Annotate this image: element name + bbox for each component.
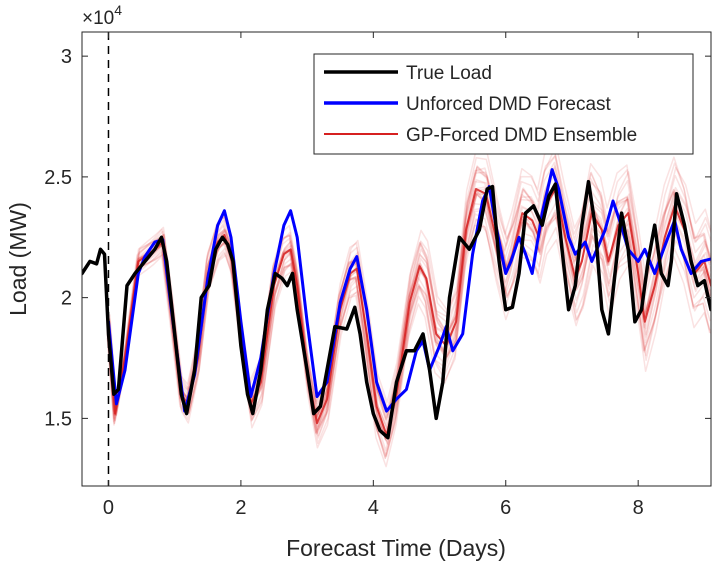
x-tick-label: 4 <box>368 497 379 519</box>
y-axis-ticks: 1.5 2 2.5 3 <box>44 46 711 430</box>
y-tick-label: 2.5 <box>44 167 72 189</box>
axes-box <box>81 31 712 487</box>
x-axis-ticks: 0 2 4 6 8 <box>103 32 644 519</box>
x-axis-label: Forecast Time (Days) <box>286 535 506 561</box>
y-tick-label: 3 <box>61 46 72 68</box>
ensemble-member-line <box>108 179 711 457</box>
x-tick-label: 2 <box>235 497 246 519</box>
legend-label-true-load: True Load <box>406 63 492 84</box>
series-layer <box>82 168 711 440</box>
ensemble-member-line <box>109 193 711 468</box>
ensemble-member-line <box>106 135 711 414</box>
y-axis-label: Load (MW) <box>5 202 31 316</box>
ensemble-member-line <box>106 167 711 431</box>
ensemble-member-line <box>106 148 711 424</box>
x-tick-label: 0 <box>103 497 114 519</box>
y-exponent-base: ×10 <box>82 8 114 29</box>
y-exponent-label: ×104 <box>82 2 122 29</box>
ensemble-member-line <box>107 188 711 434</box>
true-load-line <box>82 179 711 440</box>
y-tick-label: 2 <box>61 288 72 310</box>
legend-label-unforced-dmd: Unforced DMD Forecast <box>406 94 612 115</box>
legend: True Load Unforced DMD Forecast GP-Force… <box>313 53 694 155</box>
y-exponent-power: 4 <box>114 2 122 18</box>
y-tick-label: 1.5 <box>44 408 72 430</box>
x-tick-label: 6 <box>500 497 511 519</box>
legend-label-gp-forced-ensemble: GP-Forced DMD Ensemble <box>406 125 637 146</box>
x-tick-label: 8 <box>633 497 644 519</box>
ensemble-member-line <box>107 163 711 419</box>
